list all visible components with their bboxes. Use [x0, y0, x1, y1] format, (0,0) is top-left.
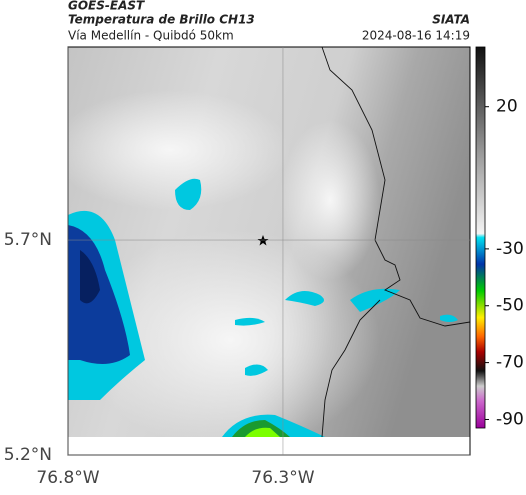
satellite: GOES-EAST — [68, 0, 145, 13]
map-image — [68, 47, 470, 455]
y-tick-label: 5.7°N — [4, 230, 52, 250]
x-tick-label: 76.3°W — [251, 468, 314, 488]
colorbar-tick-label: 20 — [496, 97, 518, 117]
subtitle: Vía Medellín - Quibdó 50km — [68, 29, 234, 43]
source: SIATA — [432, 13, 470, 27]
colorbar-tick-label: -70 — [496, 353, 524, 373]
colorbar-tick-label: -90 — [496, 409, 524, 429]
colorbar-tick-label: -50 — [496, 296, 524, 316]
title: Temperatura de Brillo CH13 — [68, 13, 255, 27]
x-tick-label: 76.8°W — [36, 468, 99, 488]
y-tick-label: 5.2°N — [4, 445, 52, 465]
colorbar-tick-label: -30 — [496, 239, 524, 259]
datetime: 2024-08-16 14:19 — [362, 29, 470, 43]
colorbar — [475, 46, 486, 429]
